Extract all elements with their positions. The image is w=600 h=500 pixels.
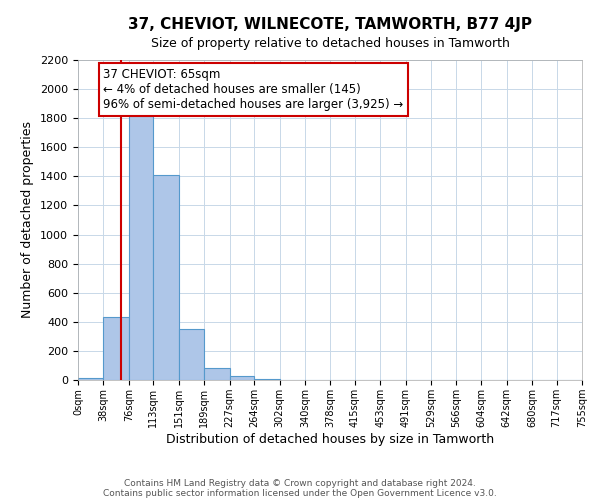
Y-axis label: Number of detached properties: Number of detached properties (22, 122, 34, 318)
Bar (204, 368, 230, 380)
Bar (230, 376, 254, 380)
Text: 37 CHEVIOT: 65sqm
← 4% of detached houses are smaller (145)
96% of semi-detached: 37 CHEVIOT: 65sqm ← 4% of detached house… (103, 68, 404, 111)
Text: Contains public sector information licensed under the Open Government Licence v3: Contains public sector information licen… (103, 488, 497, 498)
Bar (154, 175, 179, 380)
Bar (78, 378, 103, 380)
Text: Size of property relative to detached houses in Tamworth: Size of property relative to detached ho… (151, 38, 509, 51)
Text: Contains HM Land Registry data © Crown copyright and database right 2024.: Contains HM Land Registry data © Crown c… (124, 478, 476, 488)
X-axis label: Distribution of detached houses by size in Tamworth: Distribution of detached houses by size … (166, 432, 494, 446)
Bar (129, 116, 154, 380)
Bar (103, 318, 129, 380)
Text: 37, CHEVIOT, WILNECOTE, TAMWORTH, B77 4JP: 37, CHEVIOT, WILNECOTE, TAMWORTH, B77 4J… (128, 18, 532, 32)
Bar (179, 329, 204, 380)
Bar (254, 378, 280, 380)
